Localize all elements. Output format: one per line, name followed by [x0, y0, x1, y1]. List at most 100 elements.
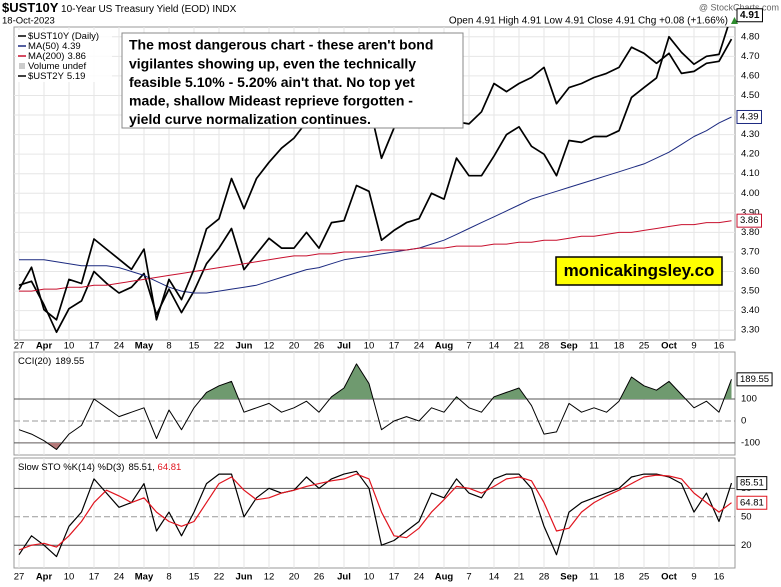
x-tick-label: Jun: [236, 341, 253, 352]
annotation-box: [121, 32, 464, 129]
x-tick-label: 27: [14, 341, 25, 352]
oversold-area: [47, 442, 62, 450]
legend-item: $UST2Y 5.19: [28, 71, 85, 82]
series-line: [19, 116, 732, 294]
last-value-box: [736, 372, 773, 387]
last-value-box: [736, 109, 762, 124]
x-tick-label: 17: [389, 341, 400, 352]
x-tick-label: 8: [166, 341, 171, 352]
panel: 27 Apr 10 17 24 May 8 15 22 Jun 12 20 26 Jul 10 17 24 Aug…: [13, 8, 763, 352]
x-tick-label: Oct: [661, 341, 678, 352]
x-tick-label: 22: [214, 572, 225, 583]
x-tick-label: Jun: [236, 572, 253, 583]
x-tick-label: Apr: [36, 572, 53, 583]
x-tick-label: 18: [614, 341, 625, 352]
y-tick-label: 100: [741, 394, 757, 405]
up-arrow: [731, 17, 738, 24]
x-tick-label: 14: [489, 572, 500, 583]
y-tick-label: 3.40: [741, 305, 760, 316]
annotation-line: vigilantes showing up, even the technica…: [129, 55, 416, 71]
x-tick-label: 18: [614, 572, 625, 583]
x-tick-label: 24: [114, 572, 125, 583]
y-tick-label: 4.00: [741, 188, 760, 199]
y-tick-label: 4.50: [741, 90, 760, 101]
y-tick-label: -100: [741, 437, 760, 448]
y-tick-label: 3.80: [741, 227, 760, 238]
x-tick-label: 9: [691, 341, 696, 352]
x-tick-label: 22: [214, 341, 225, 352]
x-tick-label: Apr: [36, 341, 53, 352]
x-tick-label: 15: [189, 572, 200, 583]
x-tick-label: 24: [414, 572, 425, 583]
legend-name: $UST2Y: [28, 71, 65, 82]
legend-name: MA(50): [28, 41, 59, 52]
last-value-box: [736, 8, 763, 23]
last-value-box: [736, 495, 768, 510]
x-tick-label: 25: [639, 572, 650, 583]
y-tick-label: 50: [741, 511, 752, 522]
x-tick-label: 7: [466, 572, 471, 583]
x-tick-label: Jul: [337, 341, 351, 352]
x-tick-label: Sep: [560, 341, 578, 352]
last-value-label: 4.39: [740, 112, 759, 123]
title-separator: ,: [152, 462, 157, 473]
y-tick-label: 20: [741, 540, 752, 551]
x-tick-label: 7: [466, 341, 471, 352]
y-tick-label: 3.90: [741, 207, 760, 218]
last-value-label: 3.86: [740, 215, 759, 226]
y-tick-label: 4.80: [741, 31, 760, 42]
panel-title-name: CCI(20): [18, 356, 51, 367]
x-tick-label: 17: [389, 572, 400, 583]
annotation-line: The most dangerous chart - these aren't …: [129, 37, 433, 53]
x-tick-label: 20: [289, 572, 300, 583]
legend-name: $UST10Y (Daily): [28, 31, 99, 42]
panel-title: Slow STO %K(14) %D(3) 85.51, 64.81: [18, 462, 181, 473]
date: 18-Oct-2023: [2, 16, 55, 27]
x-tick-label: 17: [89, 572, 100, 583]
y-tick-label: 4.70: [741, 51, 760, 62]
y-tick-label: 4.10: [741, 168, 760, 179]
x-tick-label: May: [135, 341, 154, 352]
watermark-box: [555, 256, 723, 286]
series-line: [18, 363, 732, 450]
x-tick-label: 27: [14, 572, 25, 583]
x-tick-label: 20: [289, 341, 300, 352]
title-value: 85.51: [128, 462, 152, 473]
x-tick-label: 26: [314, 341, 325, 352]
legend-item: $UST10Y (Daily): [28, 31, 99, 42]
x-tick-label: 21: [514, 572, 525, 583]
symbol: $UST10Y: [2, 0, 59, 15]
x-tick-label: Aug: [435, 572, 454, 583]
x-tick-label: 16: [714, 572, 725, 583]
y-tick-label: 3.30: [741, 325, 760, 336]
y-tick-label: 0: [741, 415, 746, 426]
legend-value: 3.86: [67, 51, 86, 62]
x-tick-label: Oct: [661, 572, 678, 583]
x-tick-label: 25: [639, 341, 650, 352]
legend-background: [16, 30, 112, 82]
series-line: [18, 473, 732, 551]
series-line: [18, 470, 733, 558]
title-value: 64.81: [158, 462, 182, 473]
x-tick-label: 9: [691, 572, 696, 583]
x-tick-label: 10: [364, 572, 375, 583]
x-tick-label: 21: [514, 341, 525, 352]
panel: 27 Apr 10 17 24 May 8 15 22 Jun 12 20 26 Jul 10 17 24 Aug…: [13, 457, 768, 583]
watermark: monicakingsley.co: [564, 261, 715, 280]
last-value-label: 189.55: [740, 374, 769, 385]
x-tick-label: 10: [64, 572, 75, 583]
last-value-label: 64.81: [740, 497, 764, 508]
x-tick-label: 16: [714, 341, 725, 352]
title-value: 189.55: [55, 356, 84, 367]
x-tick-label: 24: [114, 341, 125, 352]
legend-name: Volume undef: [28, 61, 86, 72]
last-value-label: 4.91: [740, 10, 760, 21]
legend-item: Volume undef: [28, 61, 86, 72]
last-value-box: [736, 476, 768, 491]
legend-item: MA(50) 4.39: [28, 41, 81, 52]
x-tick-label: 11: [589, 341, 599, 352]
annotation: The most dangerous chart - these aren't …: [121, 32, 464, 129]
x-tick-label: 24: [414, 341, 425, 352]
x-tick-label: 11: [589, 572, 599, 583]
legend-name: MA(200): [28, 51, 64, 62]
